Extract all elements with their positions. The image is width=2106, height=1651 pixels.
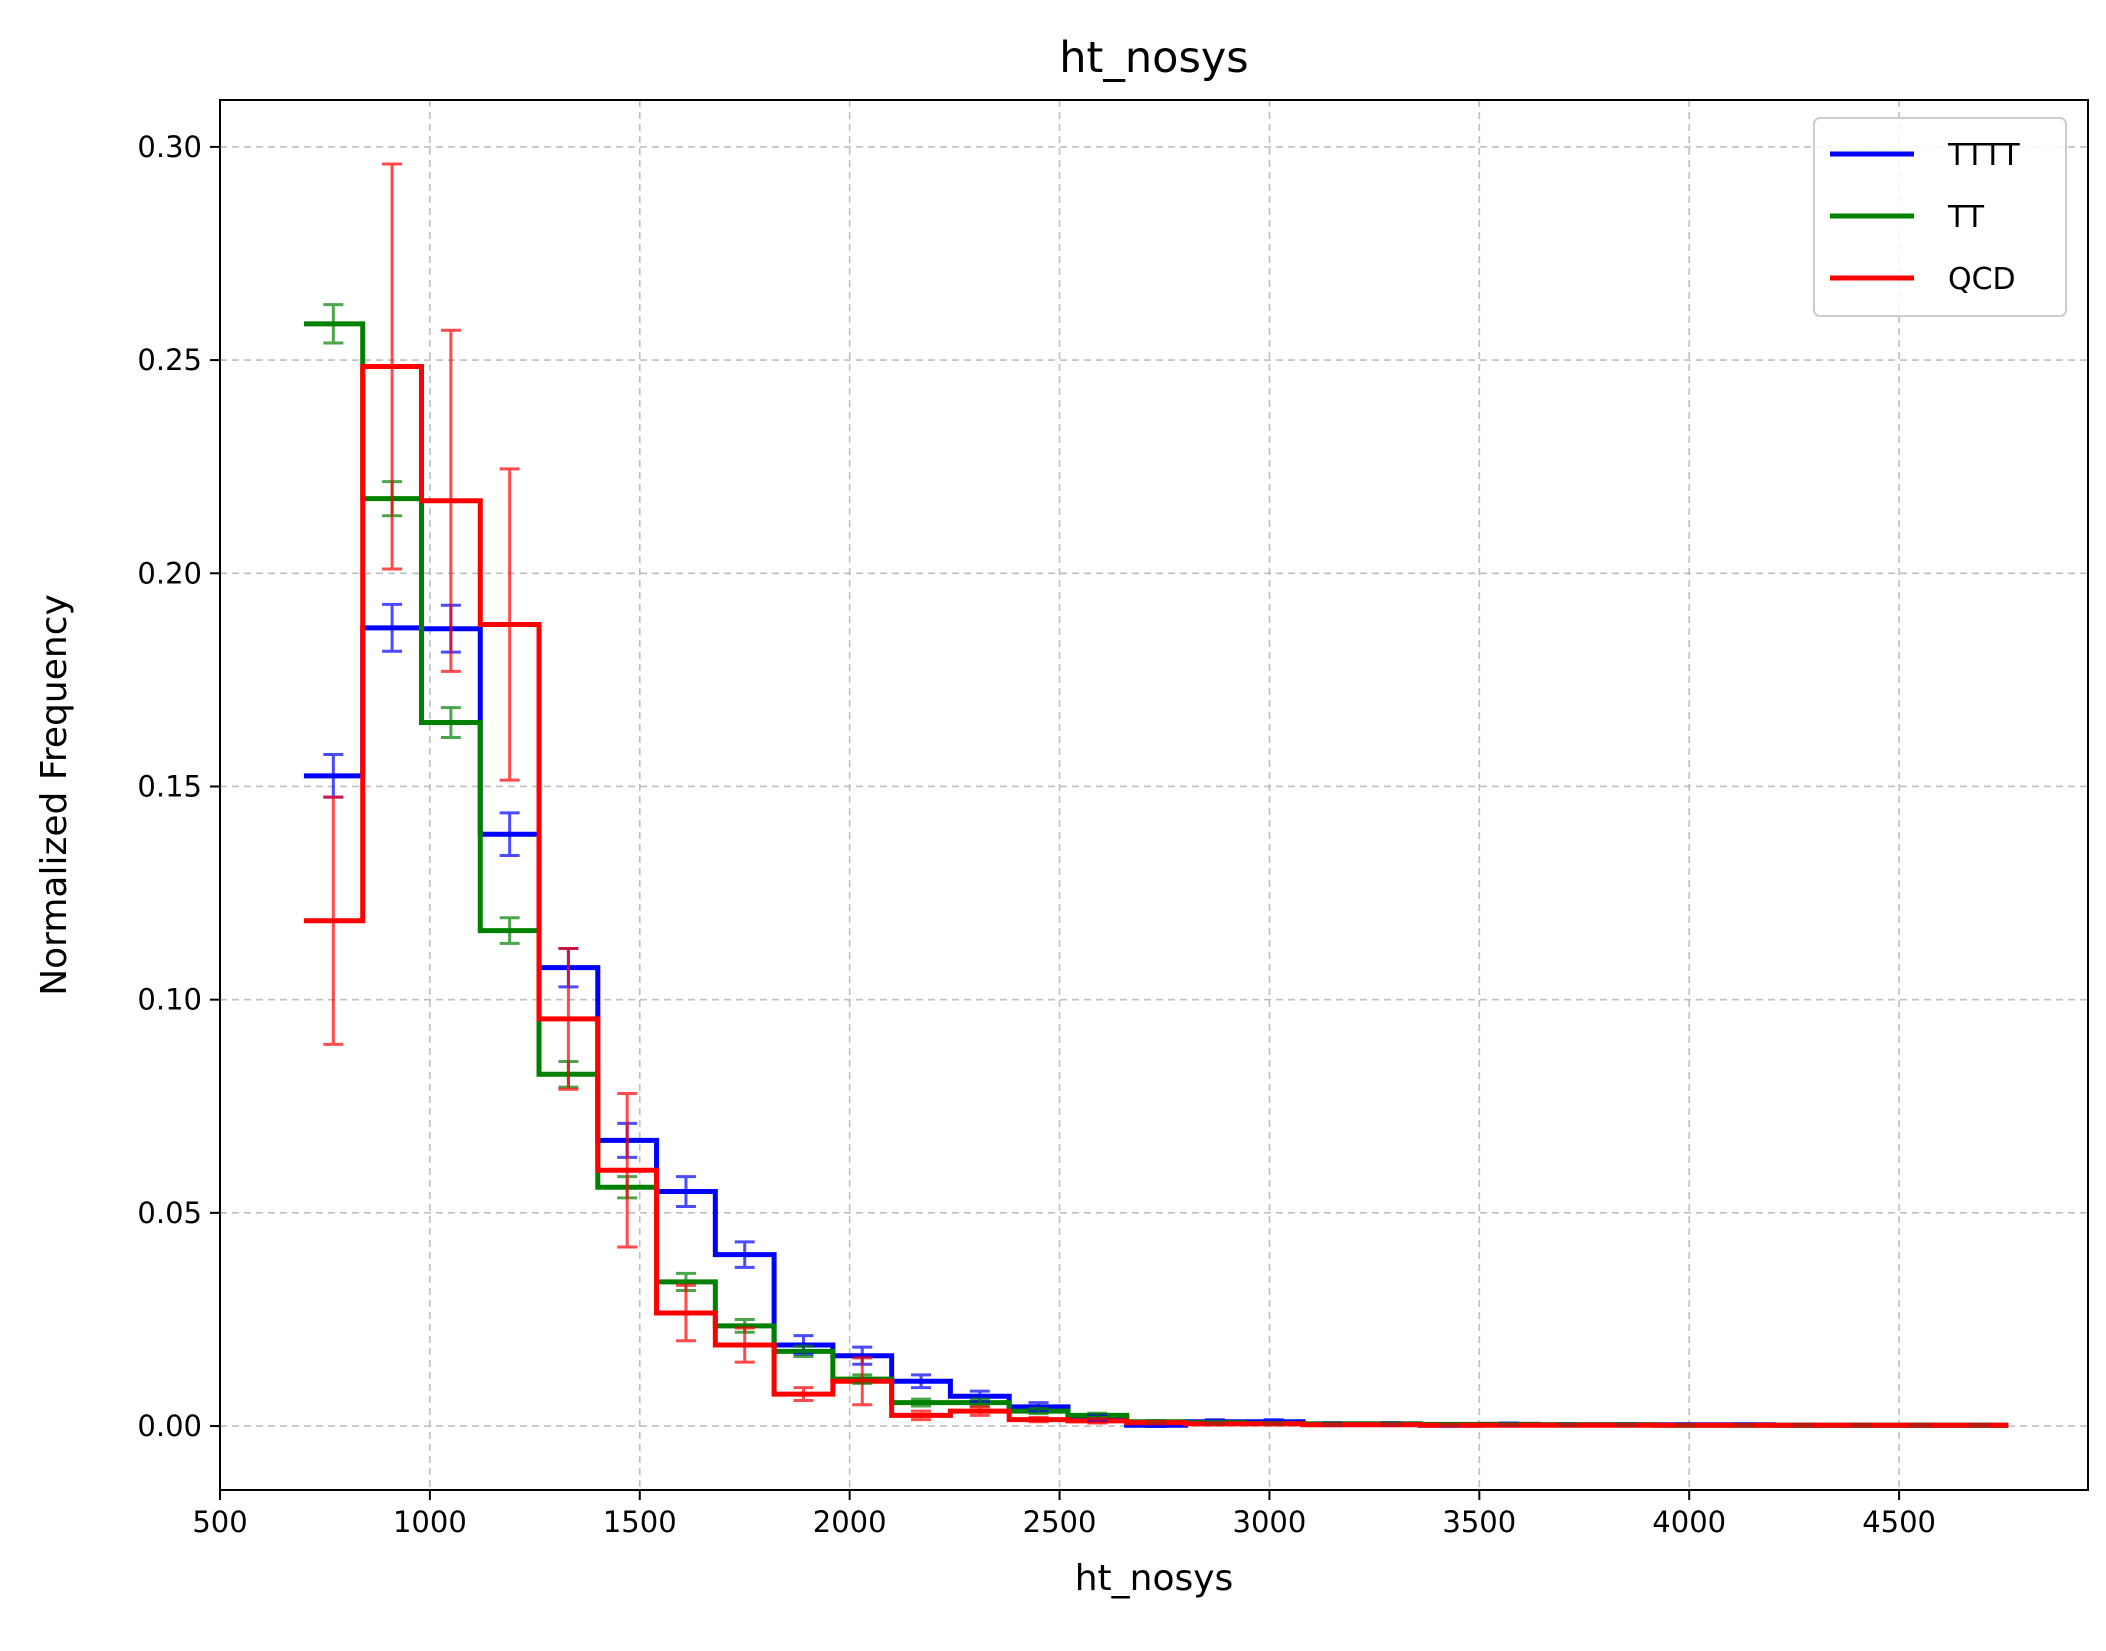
errorbar-qcd — [911, 1409, 932, 1422]
errorbar-qcd — [1439, 1422, 1460, 1428]
y-tick-label: 0.20 — [137, 556, 202, 590]
errorbar-tt — [911, 1397, 932, 1408]
y-tick-label: 0.10 — [137, 983, 202, 1017]
grid — [220, 100, 2088, 1490]
errorbar-qcd — [1028, 1416, 1049, 1424]
axes: 500 1000 1500 2000 2500 3000 3500 4000 4500 0.00 0… — [137, 130, 1936, 1539]
errorbar-qcd — [558, 946, 579, 1091]
errorbar-qcd — [499, 467, 520, 782]
errorbar-qcd — [793, 1386, 814, 1402]
chart-title: ht_nosys — [1059, 33, 1248, 83]
errorbar-tttt — [675, 1175, 696, 1208]
x-tick-label: 4000 — [1652, 1505, 1726, 1539]
errorbar-qcd — [1322, 1422, 1343, 1428]
errorbar-tttt — [499, 811, 520, 858]
errorbar-qcd — [1616, 1422, 1637, 1428]
errorbar-qcd — [1968, 1422, 1989, 1428]
y-tick-label: 0.15 — [137, 769, 202, 803]
errorbar-tt — [323, 303, 344, 345]
y-tick-label: 0.25 — [137, 343, 202, 377]
errorbar-qcd — [969, 1405, 990, 1417]
legend-label-tttt: TTTT — [1947, 138, 2020, 173]
errorbar-qcd — [617, 1091, 638, 1249]
x-tick-label: 4500 — [1862, 1505, 1936, 1539]
errorbar-qcd — [1851, 1422, 1872, 1428]
y-tick-label: 0.00 — [137, 1409, 202, 1443]
x-tick-label: 1500 — [603, 1505, 677, 1539]
x-tick-label: 2000 — [813, 1505, 887, 1539]
errorbar-qcd — [1675, 1422, 1696, 1428]
errorbar-tttt — [382, 602, 403, 653]
errorbar-tt — [499, 916, 520, 945]
errorbar-tttt — [734, 1240, 755, 1269]
x-axis-label: ht_nosys — [1075, 1558, 1234, 1599]
errorbar-qcd — [1733, 1422, 1754, 1428]
x-tick-label: 500 — [192, 1505, 247, 1539]
y-tick-label: 0.05 — [137, 1196, 202, 1230]
errorbar-qcd — [440, 328, 461, 673]
errorbar-qcd — [323, 795, 344, 1046]
errorbar-qcd — [734, 1326, 755, 1364]
errorbar-qcd — [1557, 1422, 1578, 1428]
legend-box — [1813, 117, 2067, 317]
errorbar-tttt — [911, 1373, 932, 1390]
errorbar-qcd — [1381, 1422, 1402, 1428]
errorbar-qcd — [1087, 1417, 1108, 1425]
y-tick-label: 0.30 — [137, 130, 202, 164]
errorbar-tt — [440, 706, 461, 739]
errorbar-qcd — [1792, 1422, 1813, 1428]
errorbar-tt — [793, 1344, 814, 1359]
errorbar-tt — [1028, 1407, 1049, 1416]
errorbar-qcd — [675, 1283, 696, 1343]
legend-label-tt: TT — [1947, 200, 1985, 235]
errorbar-qcd — [852, 1356, 873, 1407]
legend-label-qcd: QCD — [1948, 262, 2016, 297]
plot-frame — [219, 99, 2089, 1491]
x-tick-label: 3000 — [1233, 1505, 1307, 1539]
x-tick-label: 2500 — [1023, 1505, 1097, 1539]
x-tick-label: 1000 — [393, 1505, 467, 1539]
errorbar-qcd — [1146, 1419, 1167, 1426]
x-tick-label: 3500 — [1442, 1505, 1516, 1539]
errorbar-qcd — [382, 162, 403, 571]
plot-area — [303, 162, 2009, 1428]
errorbar-qcd — [1263, 1421, 1284, 1427]
errorbar-qcd — [1204, 1421, 1225, 1427]
y-axis-label: Normalized Frequency — [34, 594, 75, 996]
errorbar-qcd — [1910, 1422, 1931, 1428]
errorbar-qcd — [1498, 1422, 1519, 1428]
